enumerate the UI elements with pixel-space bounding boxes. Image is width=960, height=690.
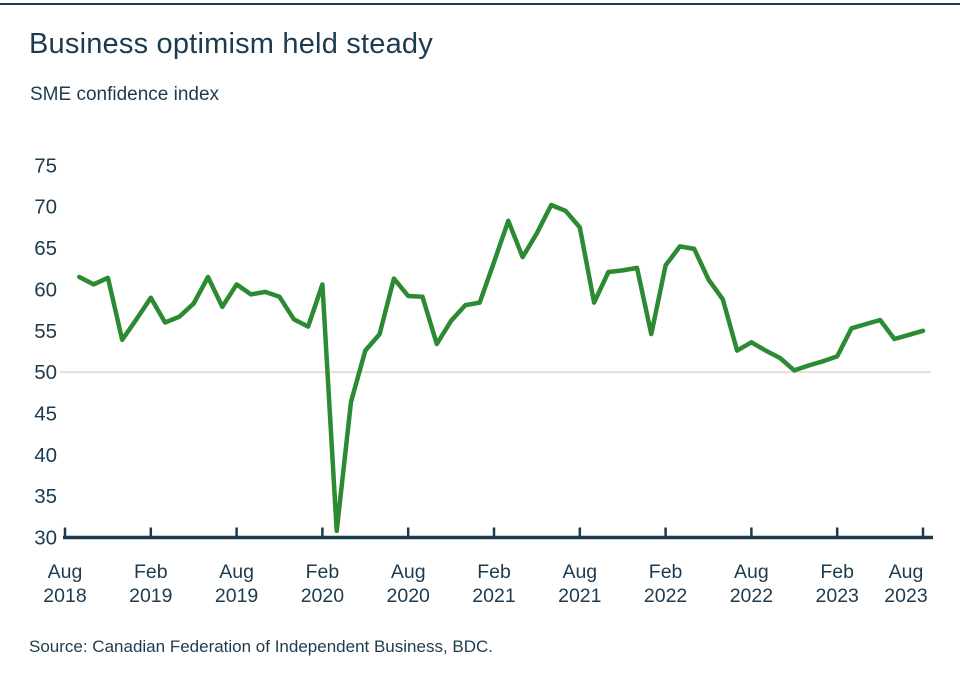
x-tick-label: Aug 2019 [215, 561, 258, 607]
x-tick-label: Feb 2020 [301, 561, 345, 607]
confidence-line [77, 202, 926, 534]
y-tick-label: 30 [34, 527, 57, 550]
source-note: Source: Canadian Federation of Independe… [29, 637, 494, 656]
x-tick-label: Feb 2021 [472, 561, 515, 607]
y-tick-label: 50 [34, 361, 57, 384]
y-tick-label: 45 [34, 402, 57, 425]
x-tick-label: Feb 2023 [816, 561, 859, 607]
chart-subtitle: SME confidence index [30, 84, 220, 105]
x-tick-label: Aug 2018 [43, 561, 86, 607]
x-tick-label: Aug 2020 [387, 561, 431, 607]
x-tick-label: Feb 2022 [644, 561, 687, 607]
y-tick-label: 70 [34, 196, 57, 219]
chart-title: Business optimism held steady [29, 28, 433, 60]
top-border-rule [0, 3, 960, 5]
y-tick-label: 55 [34, 320, 57, 343]
x-tick-label: Aug 2023 [884, 561, 927, 607]
y-tick-label: 60 [34, 278, 57, 301]
x-tick-label: Aug 2022 [730, 561, 773, 607]
y-tick-label: 75 [34, 154, 57, 177]
y-tick-label: 35 [34, 485, 57, 508]
x-tick-label: Feb 2019 [129, 561, 172, 607]
y-tick-label: 40 [34, 444, 57, 467]
y-tick-label: 65 [34, 237, 57, 260]
x-tick-label: Aug 2021 [558, 561, 601, 607]
